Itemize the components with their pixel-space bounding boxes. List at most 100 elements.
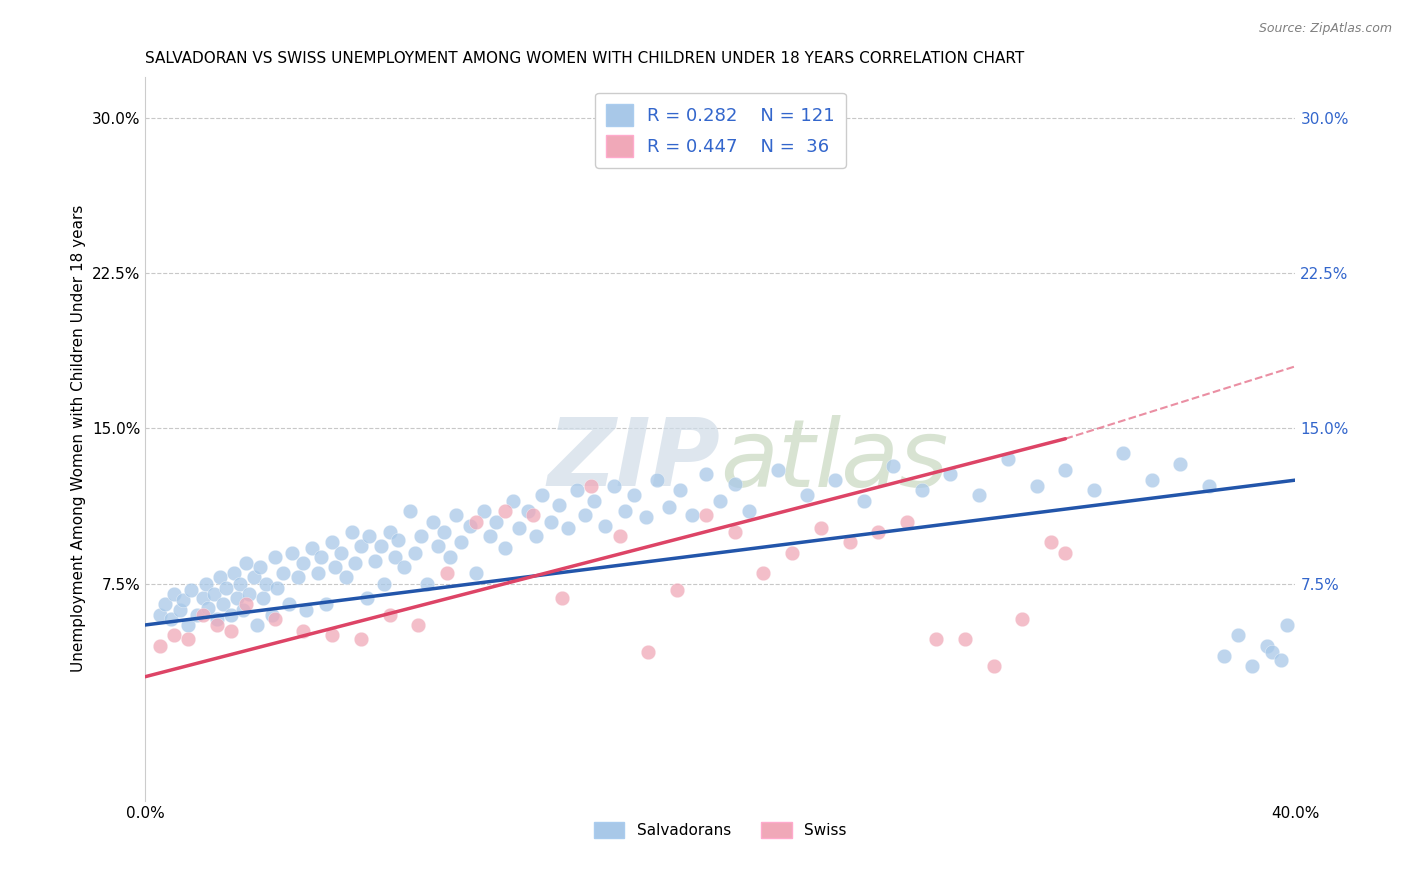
Point	[623, 487, 645, 501]
Point	[565, 483, 588, 498]
Point	[221, 607, 243, 622]
Point	[637, 645, 659, 659]
Point	[411, 529, 433, 543]
Point	[191, 607, 214, 622]
Point	[634, 510, 657, 524]
Point	[657, 500, 679, 514]
Point	[148, 639, 170, 653]
Point	[211, 597, 233, 611]
Point	[724, 524, 747, 539]
Point	[540, 515, 562, 529]
Point	[494, 504, 516, 518]
Legend: Salvadorans, Swiss: Salvadorans, Swiss	[588, 816, 853, 844]
Point	[530, 487, 553, 501]
Point	[271, 566, 294, 581]
Point	[1256, 639, 1278, 653]
Point	[1226, 628, 1249, 642]
Point	[235, 556, 257, 570]
Point	[238, 587, 260, 601]
Point	[224, 566, 246, 581]
Point	[516, 504, 538, 518]
Point	[307, 566, 329, 581]
Point	[392, 560, 415, 574]
Point	[579, 479, 602, 493]
Point	[582, 493, 605, 508]
Point	[186, 607, 208, 622]
Point	[752, 566, 775, 581]
Point	[263, 549, 285, 564]
Point	[427, 539, 450, 553]
Point	[335, 570, 357, 584]
Point	[479, 529, 502, 543]
Point	[551, 591, 574, 605]
Point	[853, 493, 876, 508]
Point	[246, 618, 269, 632]
Point	[1011, 612, 1033, 626]
Point	[1054, 545, 1077, 559]
Point	[249, 560, 271, 574]
Point	[669, 483, 692, 498]
Point	[450, 535, 472, 549]
Point	[1040, 535, 1063, 549]
Point	[398, 504, 420, 518]
Point	[292, 624, 315, 639]
Point	[295, 603, 318, 617]
Point	[278, 597, 301, 611]
Point	[557, 521, 579, 535]
Point	[494, 541, 516, 556]
Point	[287, 570, 309, 584]
Point	[724, 477, 747, 491]
Point	[603, 479, 626, 493]
Point	[323, 560, 346, 574]
Point	[232, 603, 254, 617]
Point	[172, 593, 194, 607]
Point	[522, 508, 544, 523]
Point	[502, 493, 524, 508]
Point	[301, 541, 323, 556]
Point	[266, 581, 288, 595]
Point	[208, 570, 231, 584]
Point	[416, 576, 439, 591]
Point	[1140, 473, 1163, 487]
Point	[197, 601, 219, 615]
Point	[997, 452, 1019, 467]
Point	[205, 612, 228, 626]
Point	[169, 603, 191, 617]
Point	[766, 463, 789, 477]
Point	[177, 618, 200, 632]
Text: atlas: atlas	[720, 415, 949, 506]
Point	[464, 566, 486, 581]
Point	[868, 524, 890, 539]
Point	[614, 504, 637, 518]
Point	[1275, 618, 1298, 632]
Point	[882, 458, 904, 473]
Point	[254, 576, 277, 591]
Point	[378, 607, 401, 622]
Point	[458, 518, 481, 533]
Point	[967, 487, 990, 501]
Point	[474, 504, 496, 518]
Text: Source: ZipAtlas.com: Source: ZipAtlas.com	[1258, 22, 1392, 36]
Point	[939, 467, 962, 481]
Point	[321, 535, 343, 549]
Point	[1170, 457, 1192, 471]
Point	[1212, 648, 1234, 663]
Point	[309, 549, 332, 564]
Point	[163, 587, 186, 601]
Point	[609, 529, 631, 543]
Point	[1270, 653, 1292, 667]
Point	[160, 612, 183, 626]
Point	[229, 576, 252, 591]
Point	[436, 566, 458, 581]
Point	[464, 515, 486, 529]
Point	[983, 659, 1005, 673]
Point	[342, 524, 364, 539]
Y-axis label: Unemployment Among Women with Children Under 18 years: Unemployment Among Women with Children U…	[72, 205, 86, 673]
Point	[194, 576, 217, 591]
Point	[439, 549, 461, 564]
Point	[1198, 479, 1220, 493]
Point	[824, 473, 846, 487]
Point	[1054, 463, 1077, 477]
Point	[350, 539, 373, 553]
Point	[593, 518, 616, 533]
